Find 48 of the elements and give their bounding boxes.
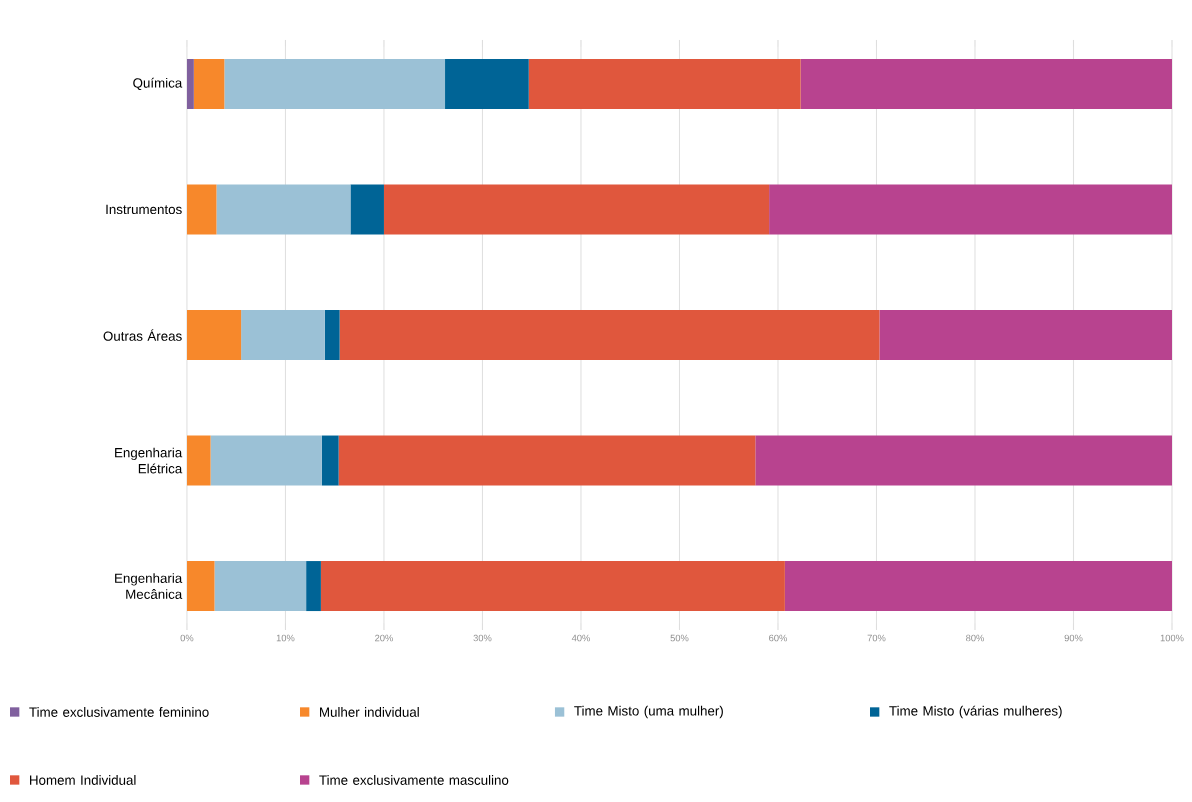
legend-label: Time Misto (várias mulheres) [889, 705, 1062, 719]
bar [528, 58, 801, 109]
y-tick-label: Instrumentos [106, 204, 182, 215]
bar [216, 184, 351, 235]
bar [383, 184, 770, 235]
x-tick-label: 30% [473, 634, 492, 642]
bar [186, 309, 242, 360]
y-tick-label: Engenharia Elétrica [115, 447, 183, 474]
y-tick-label: Química [133, 77, 183, 91]
bar [445, 58, 529, 109]
bar [800, 58, 1173, 109]
bar [769, 184, 1173, 235]
x-tick-label: 20% [375, 634, 393, 642]
bar [350, 184, 384, 235]
x-tick-label: 60% [769, 634, 787, 642]
legend-label: Time exclusivamente masculino [319, 775, 509, 785]
bar [321, 435, 339, 486]
x-tick-label: 40% [571, 634, 590, 642]
x-tick-label: 90% [1064, 634, 1083, 642]
x-tick-label: 70% [867, 634, 886, 642]
bar [186, 58, 194, 109]
bar [186, 435, 211, 486]
bar [879, 309, 1173, 360]
bar [224, 58, 446, 109]
bar [339, 309, 880, 360]
bar [186, 561, 215, 612]
bar [338, 435, 756, 486]
bar [324, 309, 340, 360]
legend-label: Time exclusivamente feminino [29, 707, 209, 717]
y-tick-label: Engenharia Mecânica [115, 573, 183, 599]
bar [214, 561, 307, 612]
x-tick-label: 10% [276, 634, 295, 642]
bar [241, 309, 325, 360]
bar [210, 435, 322, 486]
bar [320, 561, 785, 612]
legend-label: Homem Individual [30, 775, 136, 785]
x-tick-label: 100% [1160, 634, 1184, 642]
bar [306, 561, 321, 612]
x-tick-label: 0% [180, 634, 194, 642]
y-tick-label: Outras Áreas [103, 329, 182, 341]
x-tick-label: 50% [670, 634, 689, 642]
legend-label: Mulher individual [320, 707, 419, 717]
bar [784, 561, 1173, 612]
bar [193, 58, 225, 109]
bar [186, 184, 217, 235]
legend-label: Time Misto (uma mulher) [574, 705, 723, 719]
bar [755, 435, 1173, 486]
x-tick-label: 80% [966, 634, 984, 642]
